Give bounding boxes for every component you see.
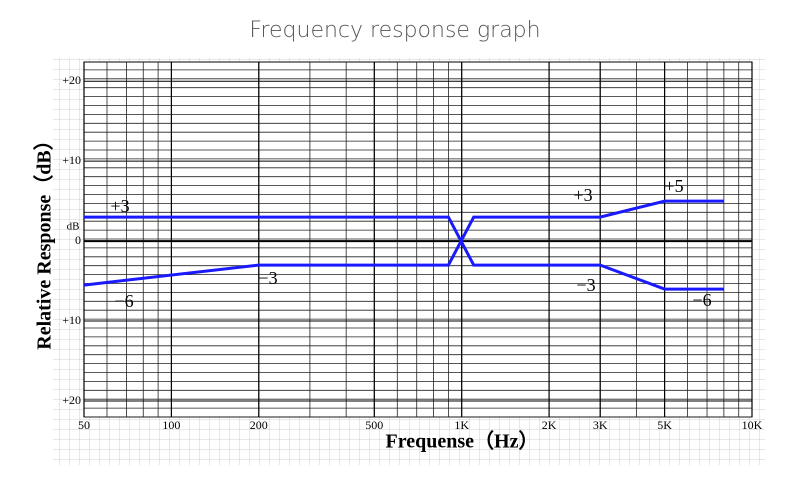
x-axis-label: Frequense（Hz） (386, 430, 539, 453)
x-tick-label: 5K (657, 418, 672, 432)
x-tick-label: 100 (162, 418, 180, 432)
annotation: +3 (110, 196, 129, 216)
annotation: −3 (258, 268, 277, 288)
x-tick-label: 1K (454, 418, 469, 432)
annotation: −6 (692, 290, 711, 310)
annotation: +5 (664, 176, 683, 196)
y-tick-label: 0 (75, 233, 81, 247)
x-tick-label: 50 (78, 418, 90, 432)
x-tick-label: 2K (542, 418, 557, 432)
y-unit: dB (67, 221, 80, 233)
y-tick-label: +20 (62, 73, 81, 87)
annotation: +3 (573, 185, 592, 205)
x-tick-label: 3K (593, 418, 608, 432)
annotation: −3 (576, 275, 595, 295)
y-tick-label: +20 (62, 393, 81, 407)
plot-area (83, 61, 753, 418)
series-line (83, 199, 724, 287)
x-tick-label: 500 (365, 418, 383, 432)
x-tick-label: 10K (742, 418, 763, 432)
y-tick-label: +10 (62, 313, 81, 327)
series-line (84, 215, 724, 291)
x-tick-label: 200 (250, 418, 268, 432)
y-axis-label: Relative Response（dB） (33, 130, 56, 349)
chart-title: Frequency response graph (249, 18, 540, 43)
y-tick-label: +10 (62, 153, 81, 167)
annotation: −6 (114, 291, 133, 311)
